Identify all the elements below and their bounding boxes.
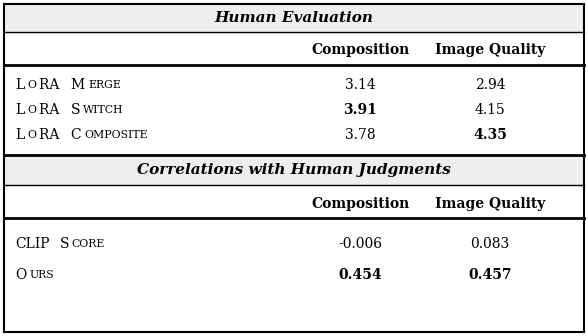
Text: Composition: Composition bbox=[311, 43, 409, 57]
Text: -0.006: -0.006 bbox=[338, 237, 382, 251]
Text: OMPOSITE: OMPOSITE bbox=[84, 130, 148, 140]
Text: CORE: CORE bbox=[72, 239, 105, 249]
Text: 4.35: 4.35 bbox=[473, 128, 507, 142]
Text: RA: RA bbox=[39, 103, 64, 117]
Text: O: O bbox=[27, 130, 36, 140]
Text: C: C bbox=[71, 128, 81, 142]
Text: 0.457: 0.457 bbox=[468, 268, 512, 282]
Bar bbox=[4, 155, 584, 185]
Text: 3.14: 3.14 bbox=[345, 78, 375, 92]
Text: ERGE: ERGE bbox=[89, 80, 122, 90]
Text: L: L bbox=[15, 78, 24, 92]
Text: 4.15: 4.15 bbox=[475, 103, 505, 117]
Text: 0.454: 0.454 bbox=[338, 268, 382, 282]
Text: Image Quality: Image Quality bbox=[435, 197, 545, 211]
Text: Image Quality: Image Quality bbox=[435, 43, 545, 57]
Text: M: M bbox=[71, 78, 85, 92]
Text: O: O bbox=[15, 268, 26, 282]
Text: O: O bbox=[27, 80, 36, 90]
Text: L: L bbox=[15, 103, 24, 117]
Text: WITCH: WITCH bbox=[83, 105, 123, 115]
Text: L: L bbox=[15, 128, 24, 142]
Text: 2.94: 2.94 bbox=[475, 78, 505, 92]
Text: O: O bbox=[27, 105, 36, 115]
Text: S: S bbox=[71, 103, 80, 117]
Text: URS: URS bbox=[29, 270, 54, 280]
Text: 3.78: 3.78 bbox=[345, 128, 375, 142]
Text: 0.083: 0.083 bbox=[470, 237, 510, 251]
Bar bbox=[4, 4, 584, 32]
Text: S: S bbox=[59, 237, 69, 251]
Text: Composition: Composition bbox=[311, 197, 409, 211]
Text: Correlations with Human Judgments: Correlations with Human Judgments bbox=[137, 163, 451, 177]
Text: CLIP: CLIP bbox=[15, 237, 49, 251]
Text: 3.91: 3.91 bbox=[343, 103, 377, 117]
Text: RA: RA bbox=[39, 128, 64, 142]
Text: RA: RA bbox=[39, 78, 64, 92]
Text: Human Evaluation: Human Evaluation bbox=[215, 11, 373, 25]
